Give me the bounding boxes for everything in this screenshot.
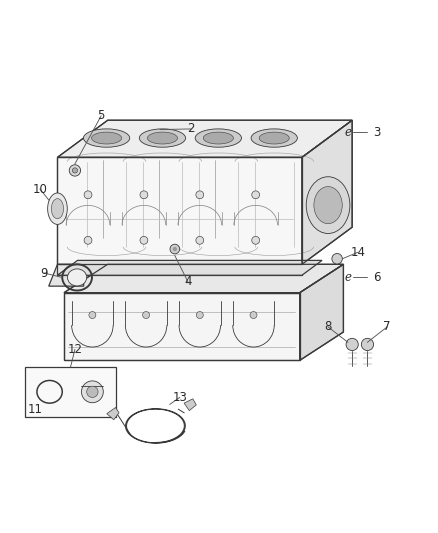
Ellipse shape bbox=[67, 269, 87, 286]
Ellipse shape bbox=[48, 193, 67, 224]
Text: 7: 7 bbox=[383, 320, 391, 334]
Text: e: e bbox=[344, 126, 351, 139]
Polygon shape bbox=[64, 293, 300, 360]
Ellipse shape bbox=[314, 187, 342, 224]
Ellipse shape bbox=[83, 129, 130, 147]
Text: 10: 10 bbox=[32, 182, 47, 196]
Text: 4: 4 bbox=[184, 275, 192, 288]
Ellipse shape bbox=[251, 129, 297, 147]
Text: 11: 11 bbox=[28, 403, 43, 416]
Polygon shape bbox=[107, 408, 119, 420]
Circle shape bbox=[346, 338, 358, 351]
Polygon shape bbox=[57, 120, 352, 157]
Ellipse shape bbox=[203, 132, 233, 144]
Circle shape bbox=[196, 311, 203, 319]
Polygon shape bbox=[57, 264, 302, 275]
Polygon shape bbox=[57, 261, 322, 275]
Polygon shape bbox=[49, 264, 84, 286]
Circle shape bbox=[332, 254, 343, 264]
Circle shape bbox=[361, 338, 374, 351]
Ellipse shape bbox=[259, 132, 289, 144]
Circle shape bbox=[143, 311, 150, 319]
Ellipse shape bbox=[139, 129, 186, 147]
Text: 2: 2 bbox=[187, 123, 194, 135]
Circle shape bbox=[250, 311, 257, 319]
Circle shape bbox=[81, 381, 103, 403]
Circle shape bbox=[170, 244, 180, 254]
Text: 5: 5 bbox=[97, 109, 105, 123]
Circle shape bbox=[140, 236, 148, 244]
Circle shape bbox=[69, 165, 81, 176]
Polygon shape bbox=[302, 120, 352, 264]
Circle shape bbox=[72, 168, 78, 173]
Text: 9: 9 bbox=[41, 266, 48, 279]
Circle shape bbox=[252, 191, 260, 199]
Polygon shape bbox=[300, 264, 343, 360]
Text: 6: 6 bbox=[373, 271, 380, 284]
Circle shape bbox=[84, 191, 92, 199]
Ellipse shape bbox=[306, 177, 350, 233]
Circle shape bbox=[140, 191, 148, 199]
Ellipse shape bbox=[195, 129, 241, 147]
Text: 13: 13 bbox=[172, 391, 187, 404]
Circle shape bbox=[173, 247, 177, 251]
Text: 12: 12 bbox=[67, 343, 82, 356]
Ellipse shape bbox=[51, 199, 64, 219]
Text: 14: 14 bbox=[350, 246, 366, 259]
Text: e: e bbox=[344, 271, 351, 284]
Text: 8: 8 bbox=[325, 320, 332, 334]
Circle shape bbox=[87, 386, 98, 398]
Polygon shape bbox=[64, 264, 343, 293]
Circle shape bbox=[84, 236, 92, 244]
Circle shape bbox=[196, 236, 204, 244]
Text: 3: 3 bbox=[373, 126, 380, 139]
Ellipse shape bbox=[148, 132, 177, 144]
Circle shape bbox=[252, 236, 260, 244]
Ellipse shape bbox=[92, 132, 122, 144]
Polygon shape bbox=[57, 157, 302, 264]
Circle shape bbox=[89, 311, 96, 319]
FancyBboxPatch shape bbox=[25, 367, 117, 417]
Polygon shape bbox=[184, 399, 196, 410]
Circle shape bbox=[196, 191, 204, 199]
